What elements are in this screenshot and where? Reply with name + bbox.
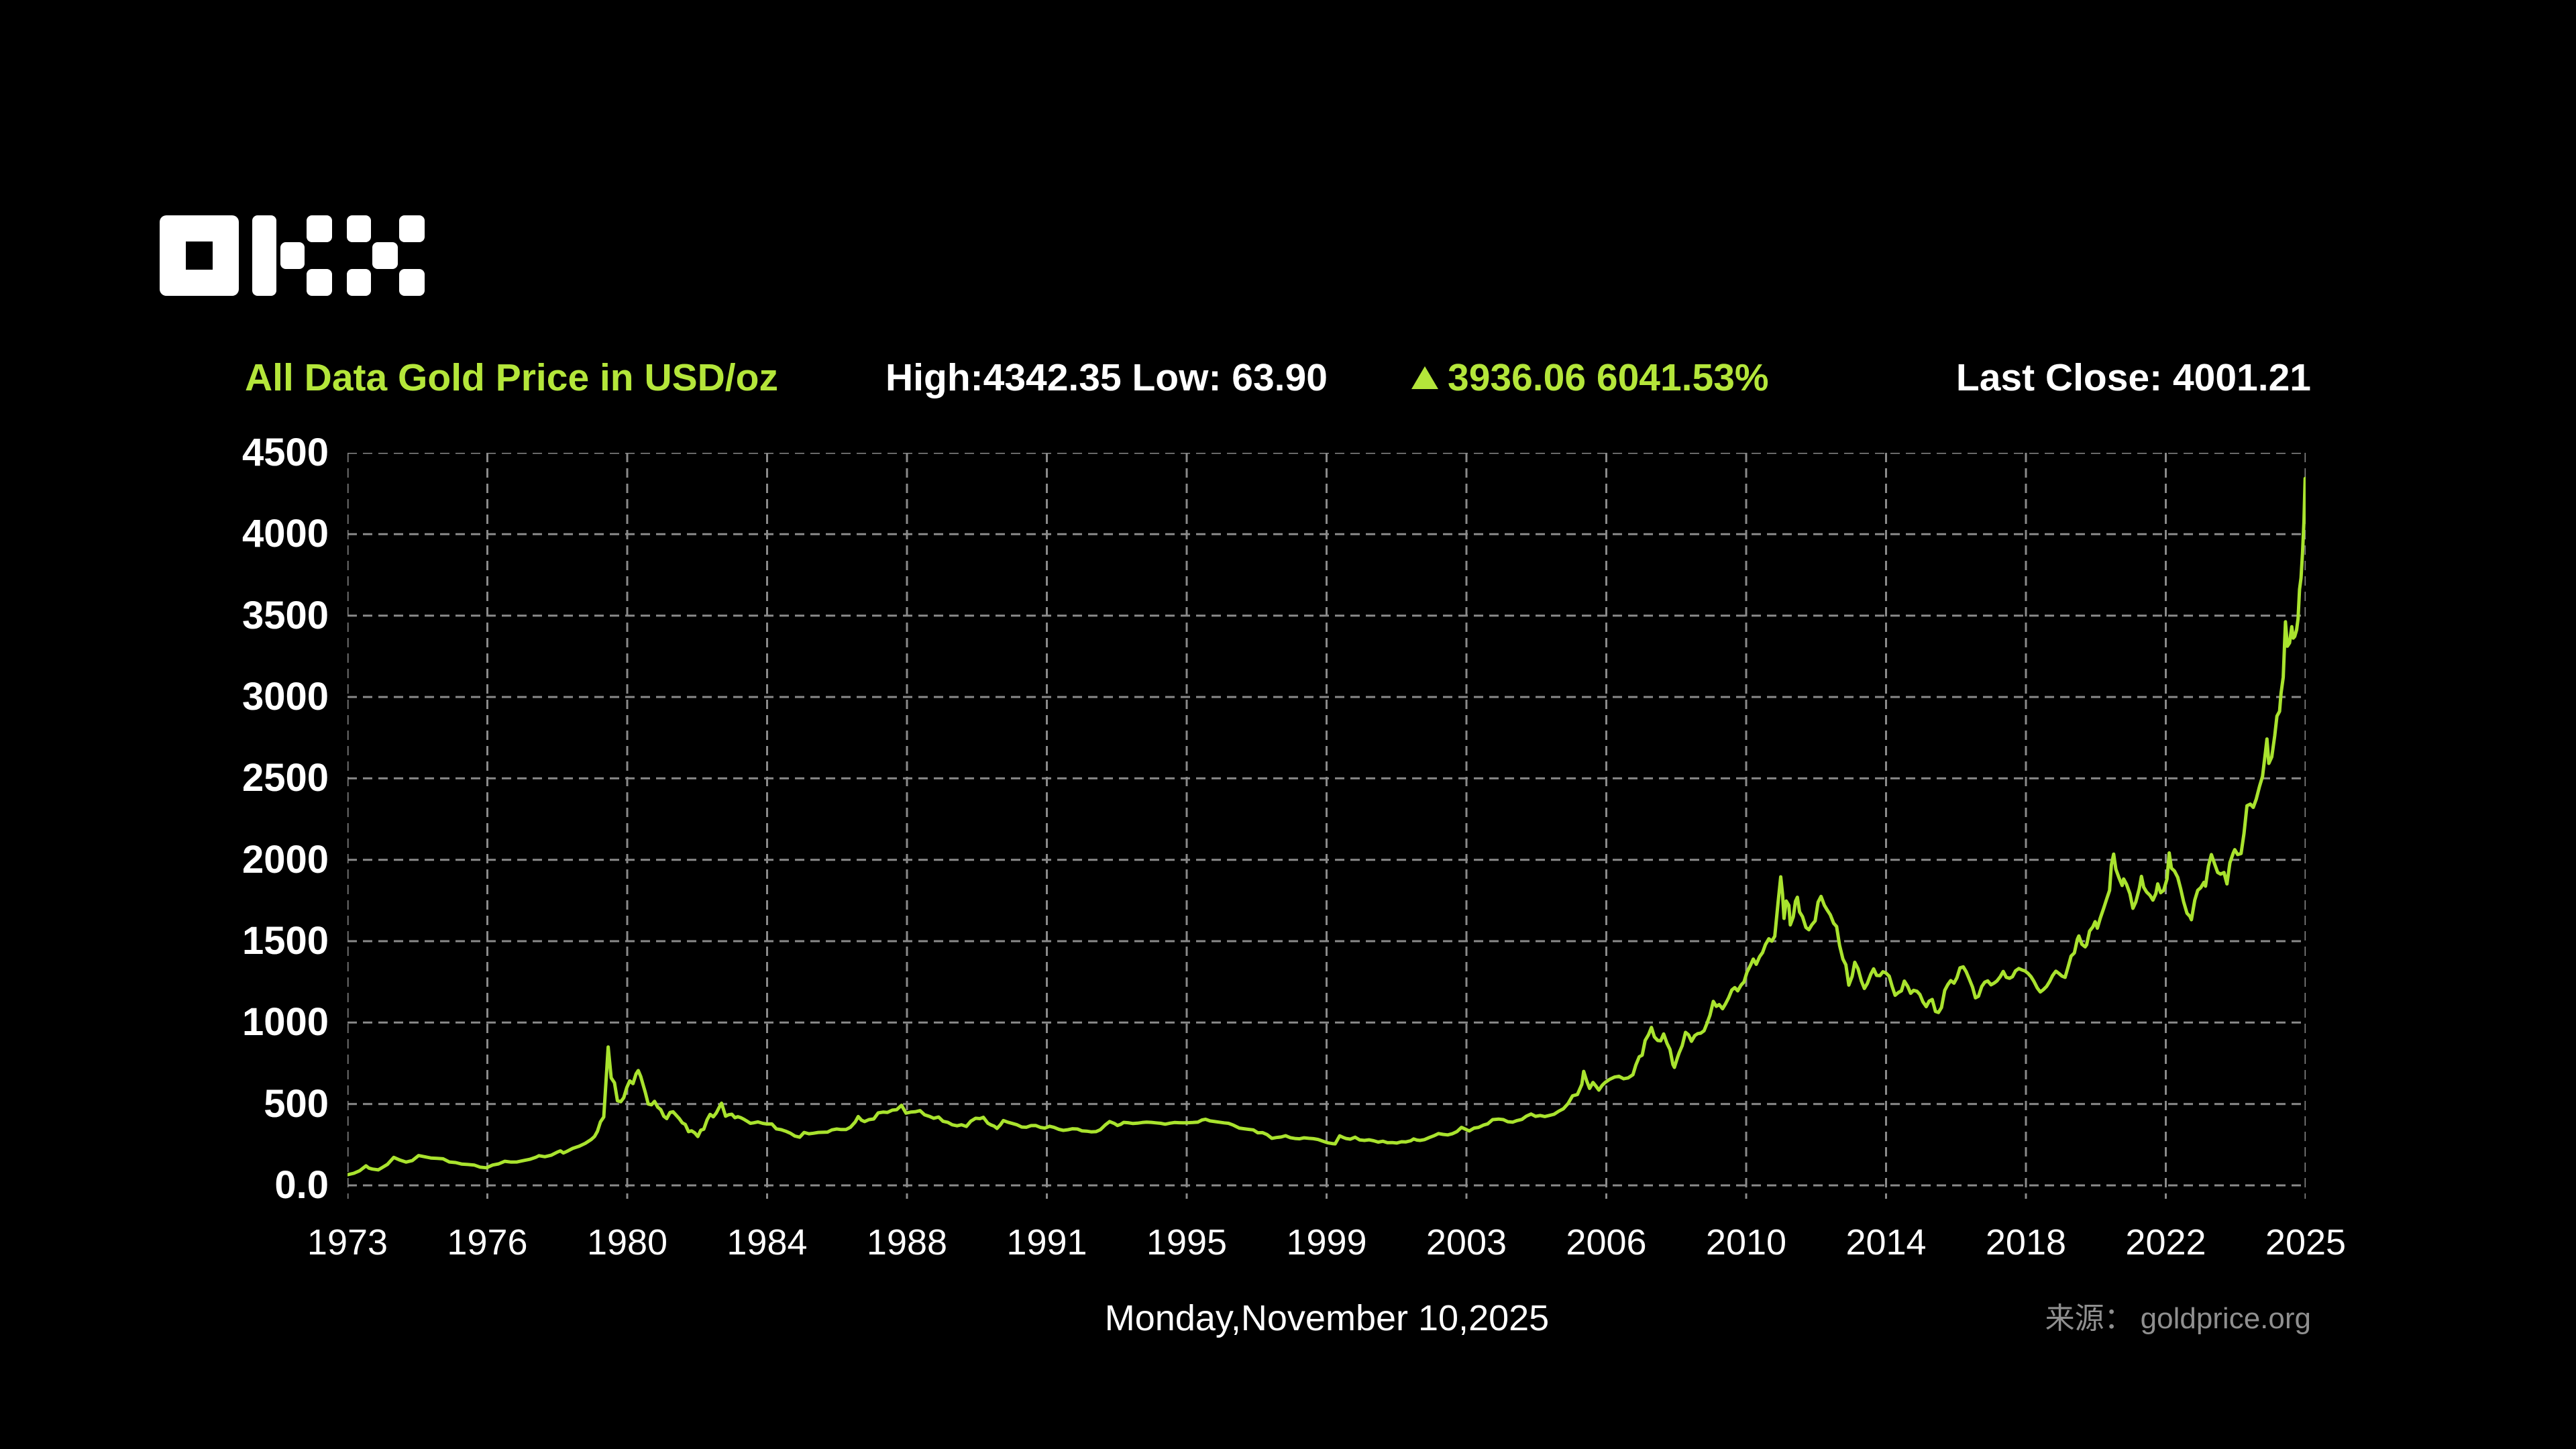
gold-price-line (347, 476, 2306, 1177)
y-tick-label: 0.0 (274, 1163, 329, 1207)
chart-date: Monday,November 10,2025 (1104, 1298, 1550, 1338)
x-tick-label: 2018 (1985, 1222, 2067, 1263)
high-low-stats: High:4342.35 Low: 63.90 (885, 356, 1328, 399)
y-tick-label: 4500 (241, 431, 329, 474)
data-source: 来源： goldprice.org (2045, 1301, 2311, 1336)
x-tick-label: 2006 (1566, 1222, 1647, 1263)
x-tick-label: 1980 (586, 1222, 668, 1263)
gold-price-chart (347, 453, 2306, 1199)
x-tick-label: 2014 (1845, 1222, 1927, 1263)
okx-logo-icon (160, 215, 425, 296)
x-tick-label: 1991 (1006, 1222, 1087, 1263)
y-tick-label: 2000 (241, 837, 329, 881)
source-prefix: 来源： (2045, 1302, 2134, 1335)
x-tick-label: 1976 (447, 1222, 528, 1263)
x-tick-label: 2022 (2125, 1222, 2206, 1263)
x-tick-label: 1988 (866, 1222, 948, 1263)
change-value: 3936.06 6041.53% (1448, 356, 1769, 399)
x-tick-label: 1999 (1286, 1222, 1367, 1263)
source-name: goldprice.org (2140, 1302, 2311, 1335)
up-arrow-icon (1411, 366, 1438, 389)
y-tick-label: 1000 (241, 1000, 329, 1044)
x-tick-label: 1973 (307, 1222, 388, 1263)
y-tick-label: 2500 (241, 756, 329, 800)
x-tick-label: 2003 (1426, 1222, 1507, 1263)
y-tick-label: 500 (264, 1081, 329, 1126)
y-tick-label: 1500 (241, 919, 329, 963)
x-tick-label: 1995 (1146, 1222, 1228, 1263)
x-tick-label: 1984 (727, 1222, 808, 1263)
x-tick-label: 2010 (1705, 1222, 1787, 1263)
y-tick-label: 4000 (241, 512, 329, 556)
chart-title: All Data Gold Price in USD/oz (245, 356, 778, 399)
x-tick-label: 2025 (2265, 1222, 2347, 1263)
y-tick-label: 3000 (241, 675, 329, 718)
y-tick-label: 3500 (241, 593, 329, 637)
last-close-stat: Last Close: 4001.21 (1955, 356, 2311, 399)
change-stats: 3936.06 6041.53% (1411, 352, 1769, 404)
